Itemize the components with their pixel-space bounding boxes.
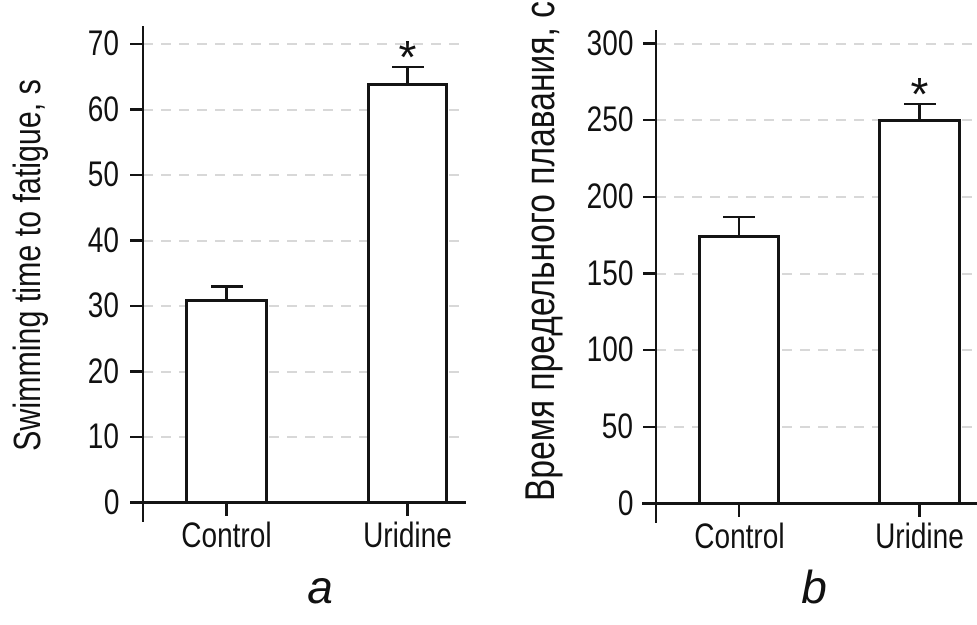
y-tick-label-text: 100 (586, 330, 633, 370)
significance-asterisk: * (910, 68, 929, 121)
gridline (143, 108, 467, 111)
x-tick-label: Control (654, 515, 824, 559)
error-bar-line (406, 66, 409, 84)
gridline (143, 370, 467, 373)
x-axis-tick (225, 503, 228, 516)
error-bar-line (737, 216, 741, 236)
y-axis-tick (130, 435, 143, 439)
x-tick-label: Uridine (835, 515, 977, 559)
y-tick-label-text: 300 (586, 23, 633, 63)
x-axis-tick (406, 503, 409, 516)
error-bar-line (918, 104, 921, 119)
error-bar-cap (391, 65, 424, 69)
x-tick-label-text: Uridine (875, 517, 964, 556)
y-tick-label: 300 (533, 23, 633, 65)
gridline (656, 425, 977, 428)
y-axis (654, 30, 658, 523)
y-axis-tick (643, 118, 656, 122)
error-bar-line (225, 286, 228, 300)
bar-uridine (878, 118, 961, 505)
x-tick-label: Uridine (323, 514, 493, 558)
y-axis-tick (130, 370, 143, 373)
error-bar-cap (723, 215, 755, 219)
gridline (143, 305, 467, 307)
gridline (656, 272, 977, 275)
y-axis-tick (643, 348, 656, 352)
error-bar-cap (210, 285, 243, 288)
x-tick-label: Control (142, 514, 312, 558)
y-axis-tick (130, 42, 143, 46)
gridline (143, 436, 467, 438)
y-tick-label: 70 (19, 23, 119, 65)
gridline (143, 174, 467, 176)
y-tick-label: 100 (533, 329, 633, 371)
x-tick-label-text: Control (693, 517, 785, 556)
y-tick-label-text: 50 (87, 155, 119, 194)
y-tick-label: 40 (19, 220, 119, 262)
y-tick-label-text: 0 (617, 483, 633, 523)
x-axis-tick (737, 504, 741, 517)
y-tick-label-text: 10 (87, 417, 119, 456)
gridline (656, 349, 977, 352)
significance-asterisk: * (398, 30, 417, 83)
y-axis-tick (643, 272, 656, 275)
gridline (143, 43, 467, 45)
y-tick-label: 60 (19, 89, 119, 131)
y-axis-tick (130, 108, 143, 111)
y-tick-label-text: 200 (586, 176, 633, 216)
gridline (656, 195, 977, 198)
gridline (656, 119, 977, 122)
gridline (656, 42, 977, 45)
y-axis-tick (643, 42, 656, 45)
y-tick-label: 50 (19, 154, 119, 196)
y-axis (141, 26, 145, 522)
y-tick-label: 250 (533, 99, 633, 141)
bar-uridine (367, 83, 448, 504)
y-tick-label-text: 0 (103, 482, 119, 522)
x-tick-label-text: Uridine (363, 516, 452, 555)
gridline (143, 239, 467, 242)
y-tick-label: 0 (533, 483, 633, 525)
x-axis-tick (918, 504, 921, 517)
y-tick-label: 30 (19, 285, 119, 327)
y-axis-tick (130, 173, 143, 177)
y-tick-label-text: 150 (586, 253, 633, 293)
y-tick-label: 150 (533, 253, 633, 295)
y-tick-label-text: 250 (586, 100, 633, 140)
y-tick-label: 10 (19, 416, 119, 458)
y-tick-label-text: 30 (87, 286, 119, 325)
y-axis-tick (130, 304, 143, 308)
y-tick-label-text: 70 (87, 24, 119, 63)
y-axis-tick (643, 195, 656, 199)
y-axis-tick (130, 239, 143, 242)
x-axis (642, 502, 977, 505)
y-tick-label: 200 (533, 176, 633, 218)
y-tick-label-text: 60 (87, 89, 119, 129)
bar-control (185, 299, 268, 504)
y-tick-label-text: 50 (601, 406, 633, 446)
y-tick-label: 0 (19, 482, 119, 524)
y-tick-label-text: 40 (87, 220, 119, 260)
panel-letter-a: a (307, 561, 333, 613)
panel-letter-b: b (801, 561, 827, 613)
x-tick-label-text: Control (181, 516, 272, 555)
bar-control (698, 235, 780, 505)
y-tick-label: 20 (19, 351, 119, 393)
y-tick-label-text: 20 (87, 351, 119, 391)
y-tick-label: 50 (533, 406, 633, 448)
y-axis-tick (643, 425, 656, 429)
error-bar-cap (903, 102, 936, 106)
x-axis (130, 501, 466, 504)
